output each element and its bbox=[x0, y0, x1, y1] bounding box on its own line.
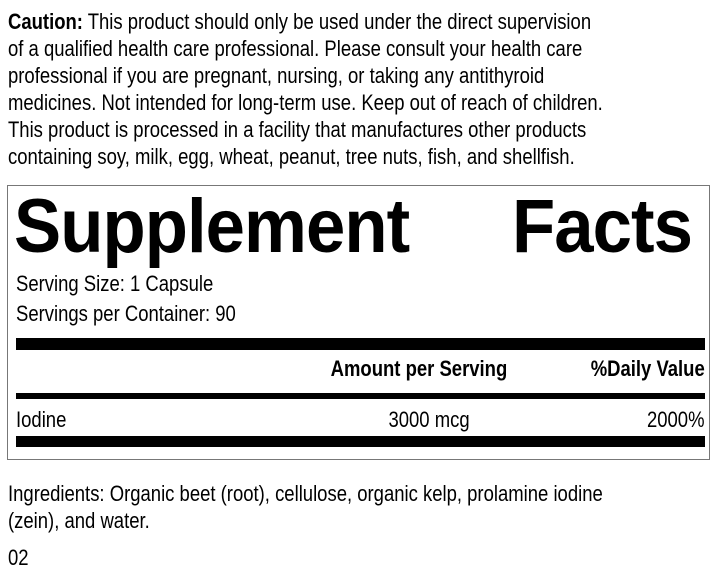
thick-divider bbox=[16, 436, 705, 447]
caution-line: of a qualified health care professional.… bbox=[8, 36, 583, 61]
caution-label: Caution: bbox=[8, 9, 83, 34]
facts-title-left: Supplement bbox=[14, 184, 410, 269]
ingredients-line: Ingredients: Organic beet (root), cellul… bbox=[8, 481, 603, 506]
caution-line: This product is processed in a facility … bbox=[8, 117, 587, 142]
serving-size: Serving Size: 1 Capsule bbox=[16, 271, 214, 296]
column-header-amount: Amount per Serving bbox=[330, 356, 507, 381]
ingredients-line: (zein), and water. bbox=[8, 508, 150, 533]
thick-divider bbox=[16, 338, 705, 350]
thin-divider bbox=[16, 393, 705, 399]
supplement-facts-panel bbox=[7, 185, 710, 460]
nutrient-daily-value: 2000% bbox=[647, 407, 705, 432]
servings-per-container: Servings per Container: 90 bbox=[16, 301, 236, 326]
nutrient-name: Iodine bbox=[16, 407, 67, 432]
caution-line: medicines. Not intended for long-term us… bbox=[8, 90, 603, 115]
caution-line: professional if you are pregnant, nursin… bbox=[8, 63, 545, 88]
label-code: 02 bbox=[8, 545, 29, 570]
caution-line: containing soy, milk, egg, wheat, peanut… bbox=[8, 144, 575, 169]
caution-line: This product should only be used under t… bbox=[82, 9, 592, 34]
nutrient-amount: 3000 mcg bbox=[388, 407, 470, 432]
column-header-daily-value: %Daily Value bbox=[590, 356, 705, 381]
facts-title-right: Facts bbox=[512, 184, 693, 269]
